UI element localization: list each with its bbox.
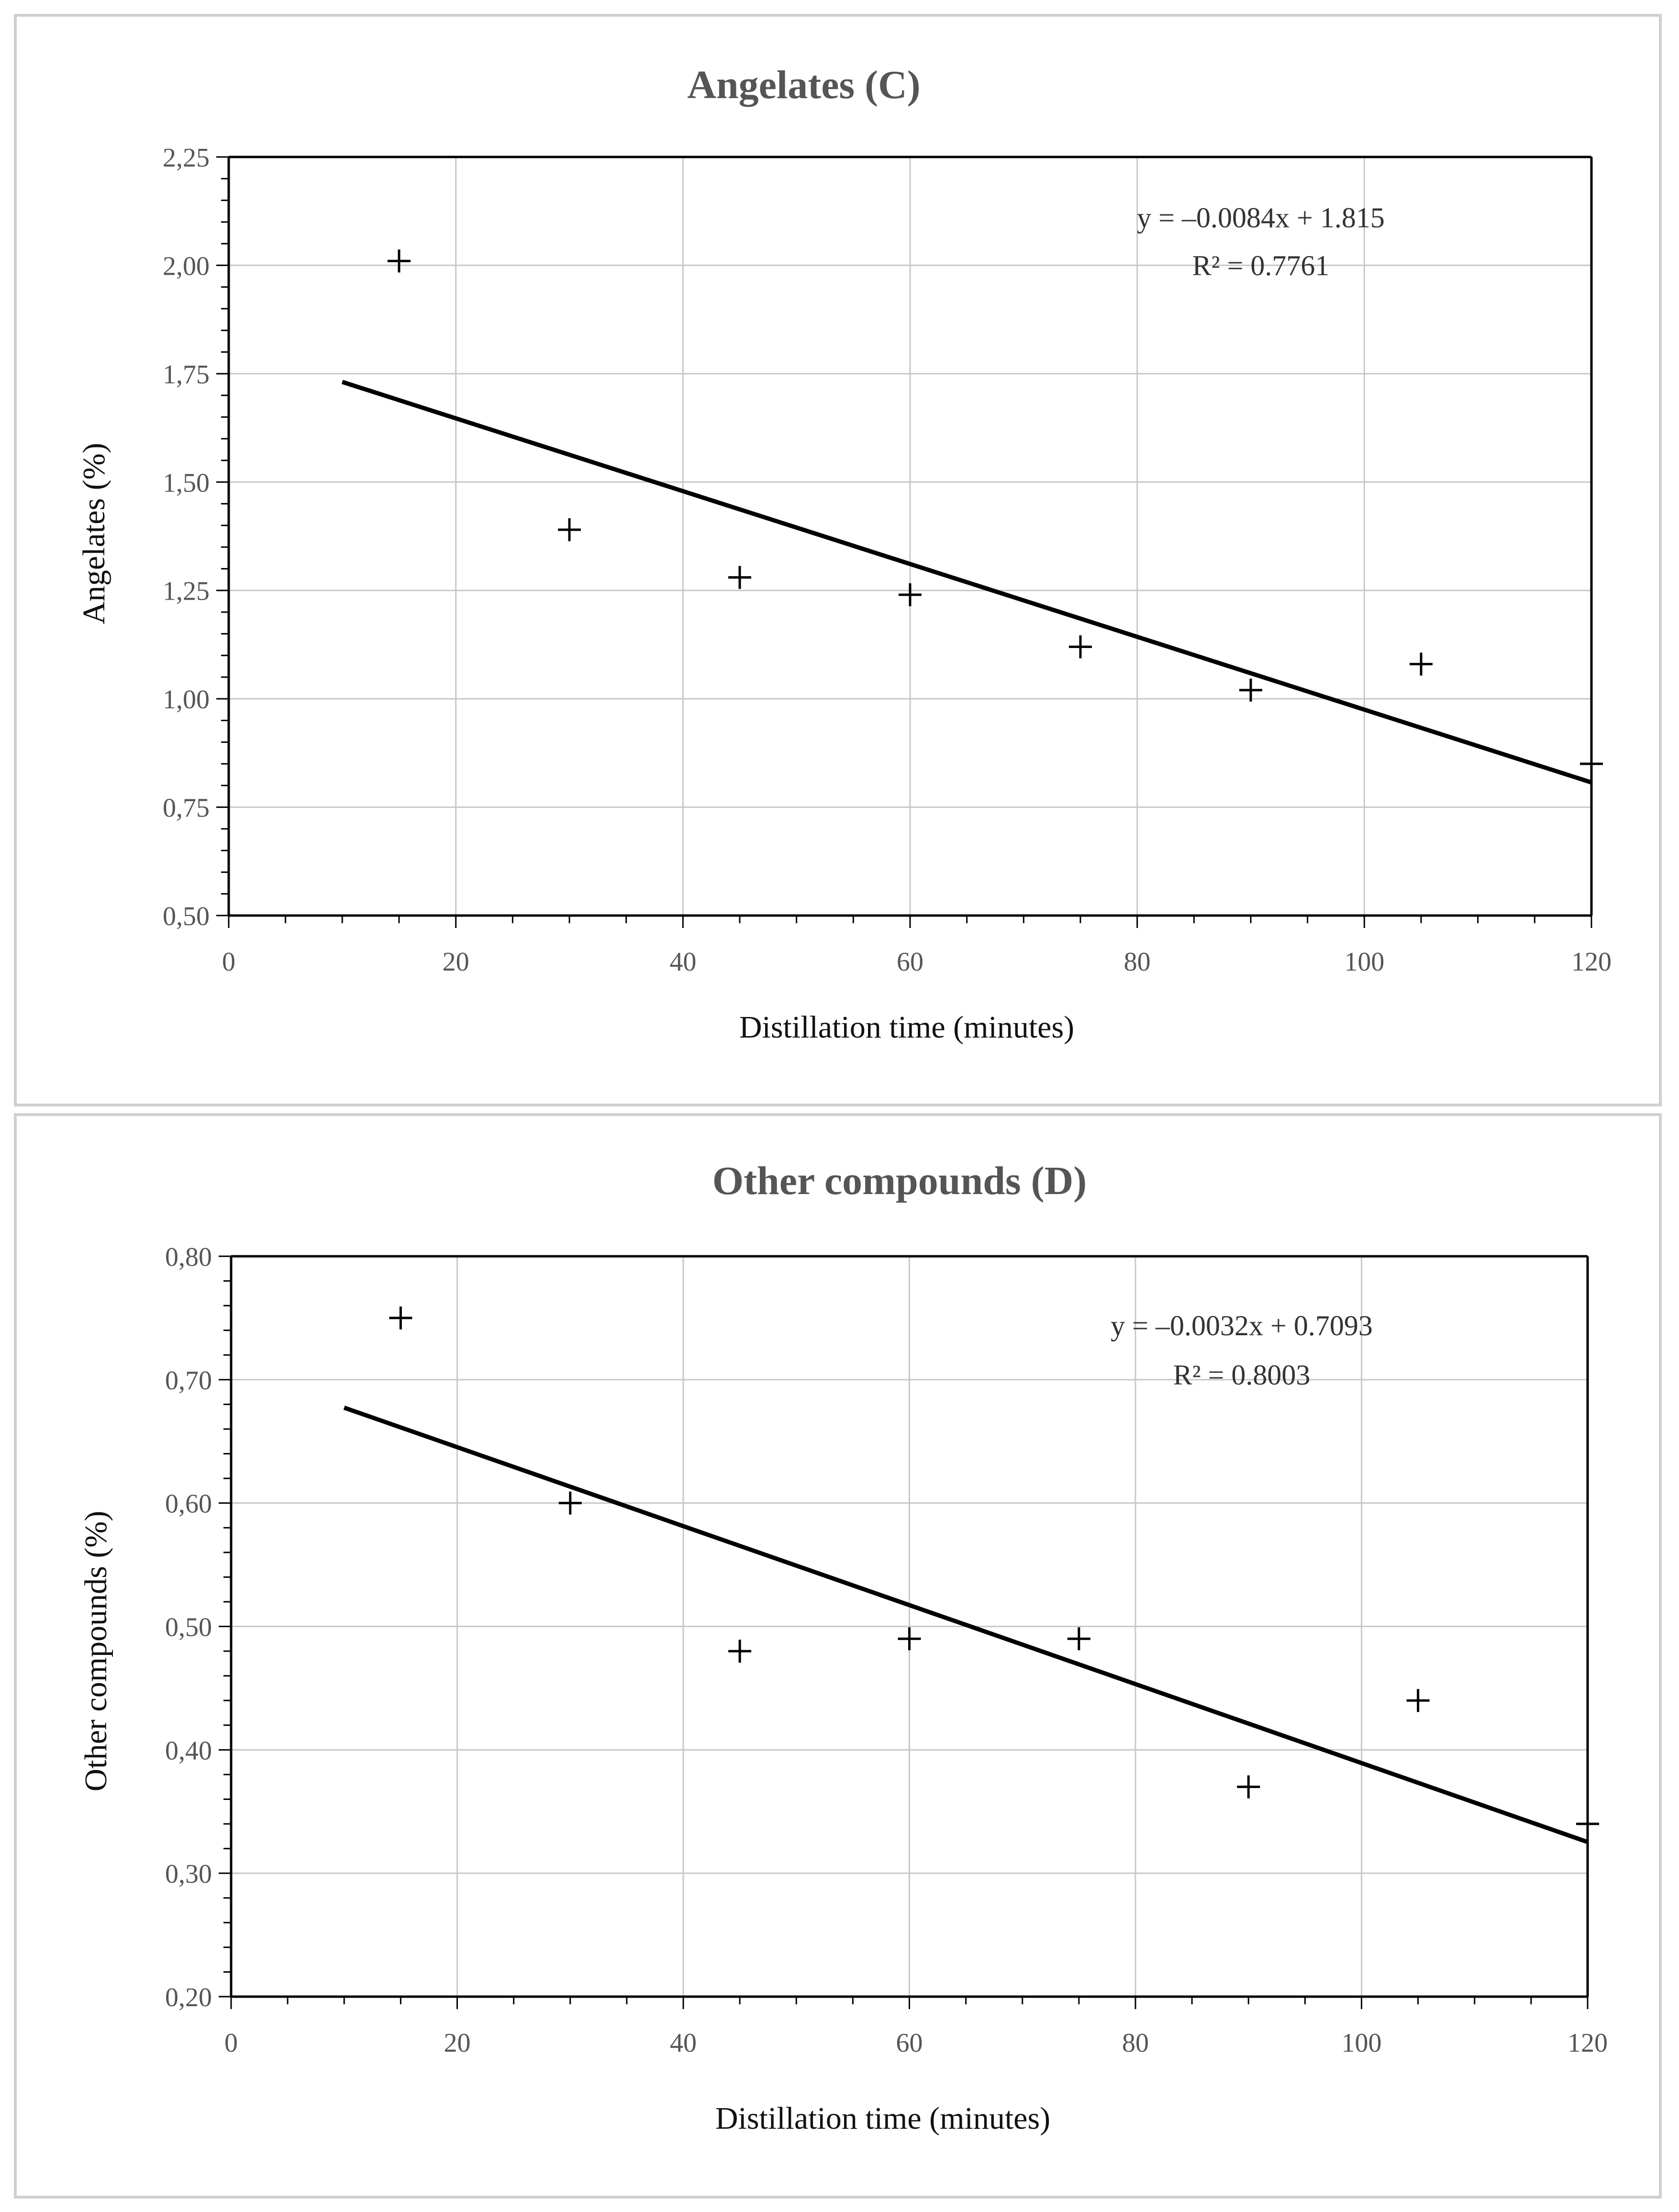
y-tick-label: 1,00	[163, 685, 210, 715]
x-tick-label: 120	[1568, 2028, 1608, 2058]
data-point	[558, 1491, 582, 1515]
y-tick-label: 0,80	[165, 1242, 212, 1272]
y-tick-label: 0,70	[165, 1366, 212, 1396]
y-tick-label: 0,50	[163, 902, 210, 931]
x-axis-label: Distillation time (minutes)	[715, 2101, 1050, 2136]
data-point	[728, 566, 751, 589]
data-point	[1239, 679, 1262, 702]
x-tick-label: 80	[1122, 2028, 1149, 2058]
y-tick-label: 2,25	[163, 143, 210, 173]
trendline-layer	[341, 380, 1592, 785]
x-tick-label: 0	[224, 2028, 238, 2058]
trendline-equation: y = –0.0084x + 1.815	[1137, 202, 1385, 234]
x-tick-label: 20	[444, 2028, 471, 2058]
y-tick-label: 0,75	[163, 793, 210, 823]
y-tick-label: 1,75	[163, 360, 210, 390]
chart-panel-other-compounds	[14, 1113, 1662, 2199]
y-tick-label: 0,60	[165, 1489, 212, 1519]
x-tick-label: 40	[670, 2028, 697, 2058]
y-tick-label: 0,20	[165, 1983, 212, 2012]
y-tick-label: 0,40	[165, 1736, 212, 1765]
chart-panel-angelates	[14, 14, 1662, 1106]
y-tick-label: 0,30	[165, 1859, 212, 1889]
x-axis-label: Distillation time (minutes)	[739, 1010, 1074, 1045]
x-tick-label: 100	[1342, 2028, 1382, 2058]
y-tick-labels: 0,20 0,30 0,40 0,50 0,60 0,70 0,80	[165, 1242, 212, 2012]
y-axis-label: Angelates (%)	[77, 443, 111, 624]
x-tick-label: 40	[669, 947, 696, 977]
chart-angelates: Angelates (C) 0,50 0,75 1,00 1,25 1,50 1,75 2,…	[77, 63, 1612, 1045]
grid	[230, 1255, 1589, 1998]
trendline	[341, 380, 1592, 785]
y-tick-label: 2,00	[163, 251, 210, 281]
y-tick-labels: 0,50 0,75 1,00 1,25 1,50 1,75 2,00 2,25	[163, 143, 210, 931]
y-tick-label: 1,25	[163, 577, 210, 606]
y-tick-label: 1,50	[163, 468, 210, 498]
data-point	[1067, 1627, 1090, 1651]
x-tick-label: 60	[896, 2028, 923, 2058]
chart-title: Angelates (C)	[687, 63, 921, 107]
data-point	[898, 1627, 921, 1651]
trendline-equation: y = –0.0032x + 0.7093	[1111, 1310, 1373, 1341]
data-point	[899, 583, 922, 606]
x-tick-labels: 0 20 40 60 80 100 120	[224, 2028, 1608, 2058]
y-axis-label: Other compounds (%)	[78, 1511, 113, 1792]
x-tick-label: 0	[222, 947, 235, 977]
data-point	[1237, 1775, 1260, 1799]
x-tick-label: 20	[443, 947, 469, 977]
data-point	[1406, 1689, 1430, 1712]
data-point	[558, 518, 581, 541]
trendline	[343, 1406, 1589, 1844]
chart-title: Other compounds (D)	[712, 1159, 1087, 1203]
data-point	[1069, 635, 1092, 659]
x-tick-label: 120	[1571, 947, 1612, 977]
data-point	[728, 1640, 752, 1663]
y-tick-label: 0,50	[165, 1613, 212, 1642]
x-tick-label: 60	[897, 947, 923, 977]
trendline-layer	[343, 1406, 1589, 1844]
x-tick-label: 100	[1344, 947, 1384, 977]
data-point	[1410, 652, 1433, 676]
data-point	[388, 249, 411, 273]
grid	[228, 156, 1592, 916]
trendline-r-squared: R² = 0.7761	[1192, 250, 1330, 281]
axes	[216, 156, 1593, 928]
chart-other-compounds: Other compounds (D) 0,20 0,30 0,40 0,50 0,60…	[78, 1159, 1608, 2136]
trendline-r-squared: R² = 0.8003	[1173, 1359, 1311, 1391]
data-point	[389, 1306, 412, 1329]
points-layer	[389, 1306, 1599, 1836]
points-layer	[388, 249, 1603, 775]
axes	[219, 1255, 1589, 2009]
x-tick-labels: 0 20 40 60 80 100 120	[222, 947, 1612, 977]
x-tick-label: 80	[1124, 947, 1151, 977]
